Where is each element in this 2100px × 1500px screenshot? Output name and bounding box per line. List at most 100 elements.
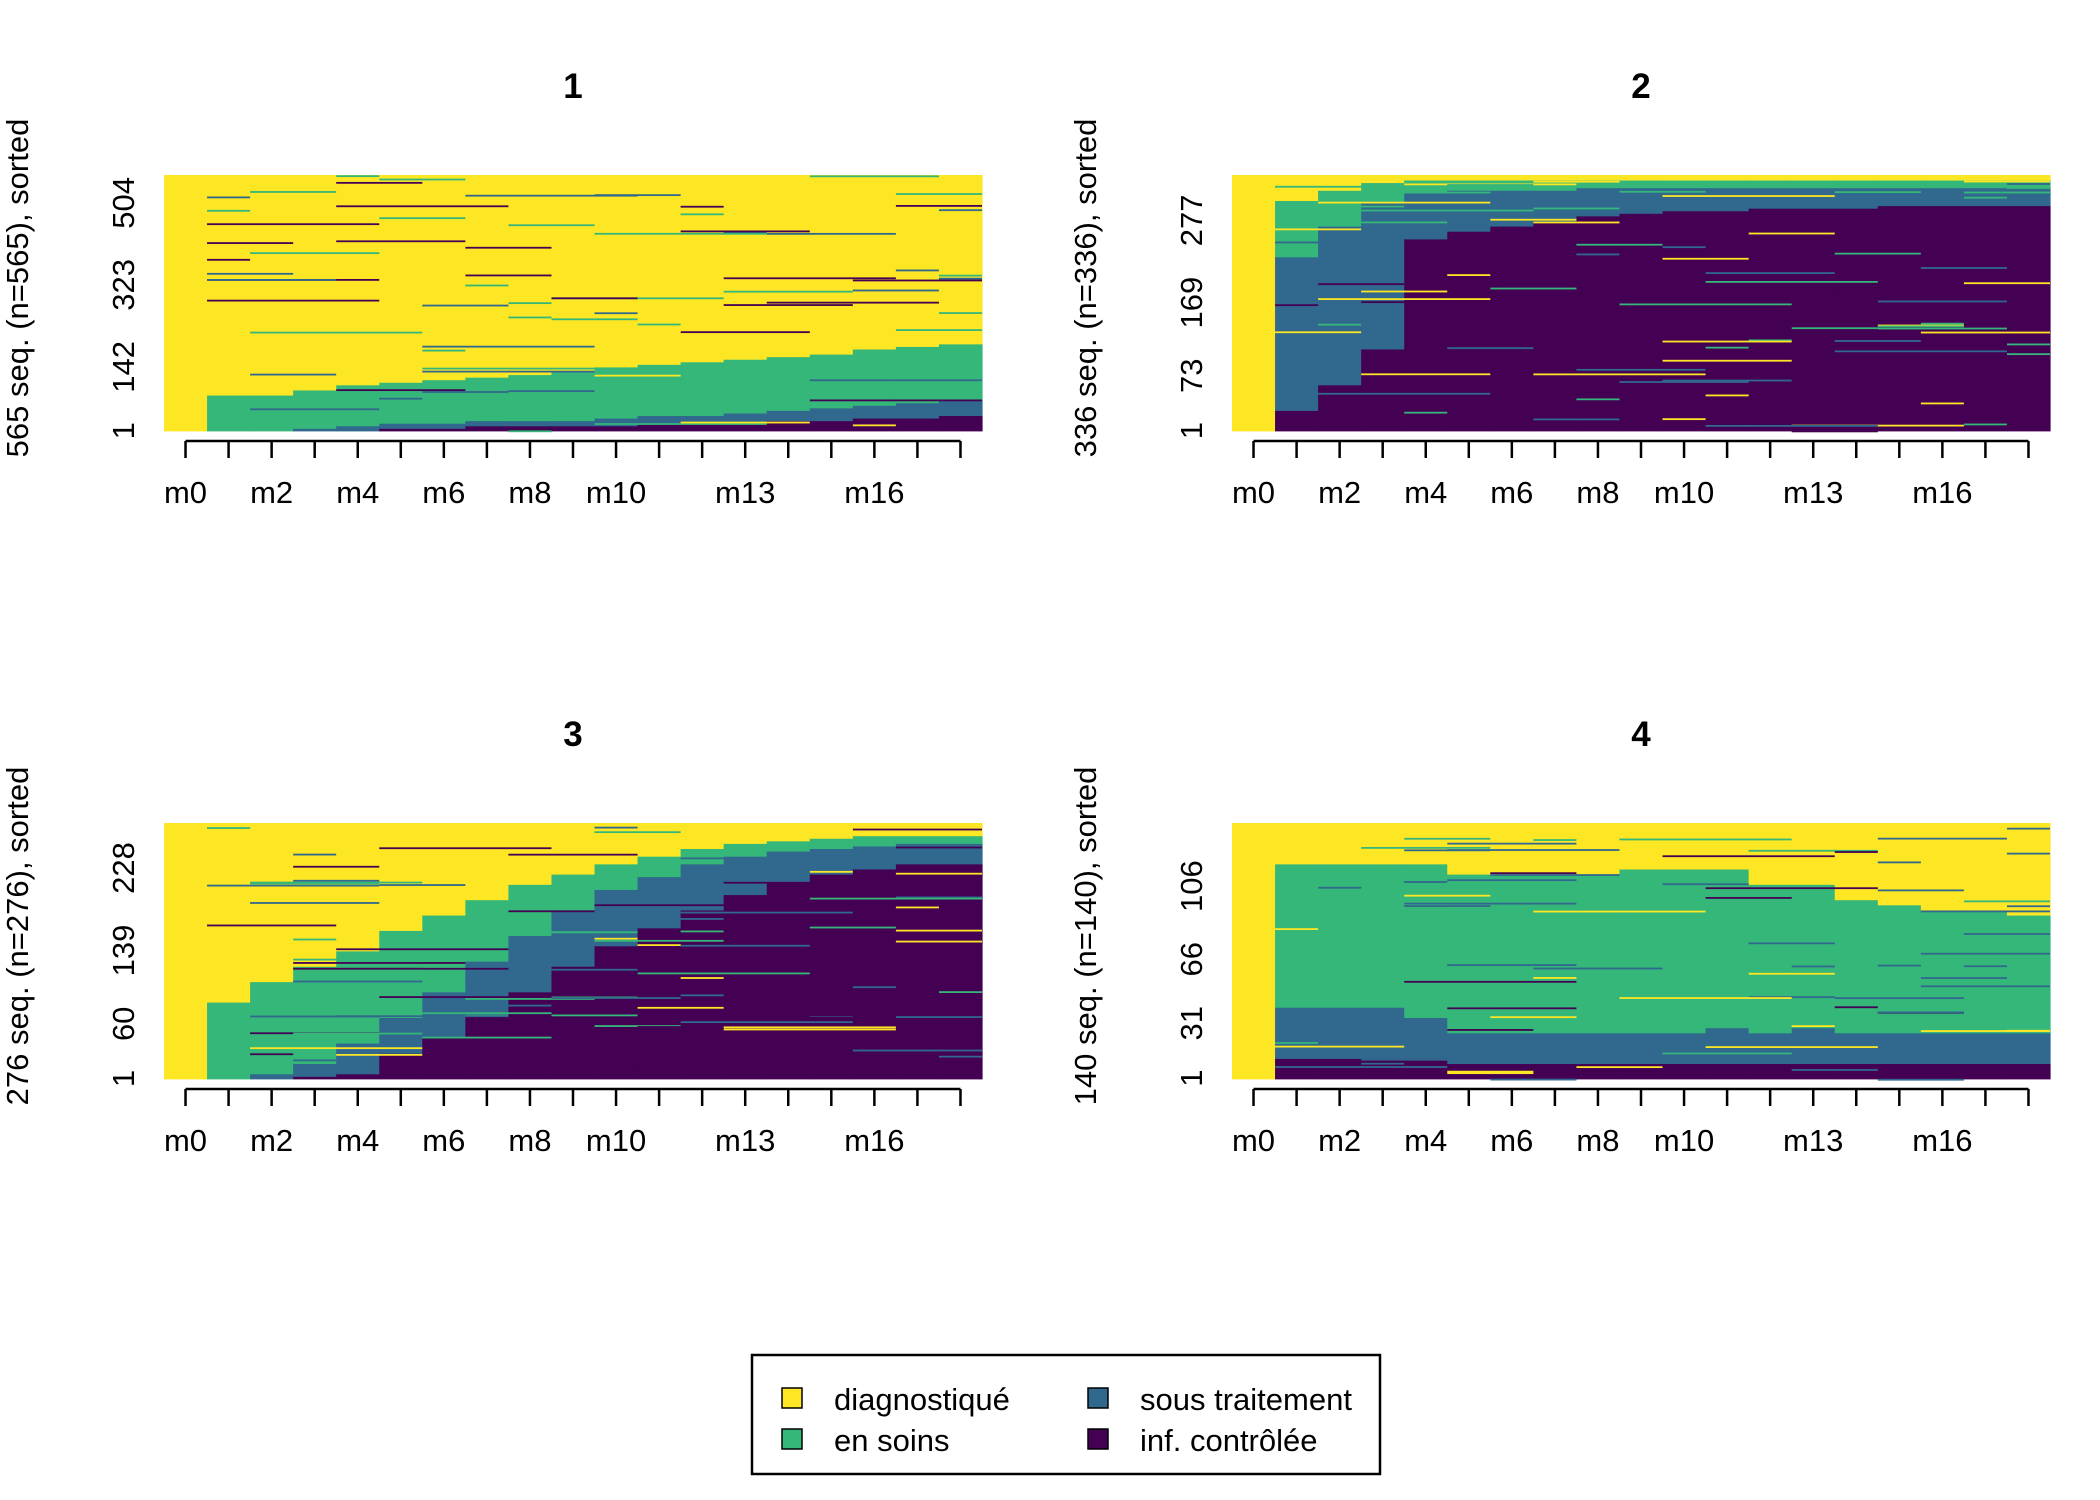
sequence-streak <box>680 911 853 914</box>
state-block-ctrl-m6 <box>1490 226 1534 432</box>
sequence-streak <box>680 857 853 860</box>
state-block-soins-m7 <box>1533 180 1578 191</box>
sequence-streak <box>1920 331 2050 334</box>
sequence-streak <box>250 902 380 904</box>
state-block-diag-m4 <box>1404 823 1448 865</box>
sequence-streak <box>250 882 380 885</box>
state-block-diag-m11 <box>1705 175 1750 181</box>
sequence-streak <box>508 910 595 913</box>
sequence-streak <box>1662 359 1792 362</box>
state-block-diag-m2 <box>1318 175 1362 191</box>
sequence-streak <box>1275 205 1405 208</box>
sequence-streak <box>1834 851 1878 853</box>
state-block-soins-m17 <box>895 346 940 404</box>
sequence-streak <box>1791 1069 1878 1071</box>
sequence-streak <box>594 831 681 834</box>
x-tick-label: m13 <box>1783 1123 1843 1158</box>
sequence-streak <box>1361 356 1448 358</box>
state-block-diag-m0 <box>1232 175 1276 432</box>
state-block-soins-m11 <box>1705 180 1750 189</box>
sequence-streak <box>465 246 552 249</box>
state-block-ctrl-m17 <box>895 863 940 1080</box>
sequence-streak <box>2006 948 2050 951</box>
sequence-streak <box>293 958 466 961</box>
sequence-streak <box>809 936 853 939</box>
state-block-ctrl-m11 <box>637 927 682 1080</box>
sequence-streak <box>895 929 982 932</box>
state-block-diag-m14 <box>766 823 811 842</box>
sequence-streak <box>293 321 466 324</box>
sequence-streak <box>336 240 466 243</box>
sequence-streak <box>1619 997 1792 999</box>
y-tick-label: 139 <box>106 925 141 977</box>
state-block-diag-m10 <box>594 823 639 865</box>
x-tick-label: m10 <box>586 1123 646 1158</box>
sequence-streak <box>1404 894 1491 897</box>
sequence-streak <box>336 1053 423 1056</box>
sequence-streak <box>852 424 896 427</box>
sequence-streak <box>1834 350 2007 353</box>
state-block-trait-m7 <box>1533 1032 1578 1065</box>
state-block-diag-m18 <box>2006 823 2051 916</box>
sequence-streak <box>1662 379 1792 382</box>
sequence-streak <box>1920 1030 2050 1032</box>
state-block-diag-m14 <box>766 175 811 358</box>
state-block-trait-m12 <box>680 863 725 911</box>
state-block-ctrl-m4 <box>336 1073 380 1080</box>
state-block-trait-m14 <box>1834 1032 1879 1065</box>
sequence-streak <box>1404 886 1534 889</box>
sequence-streak <box>809 399 982 402</box>
panel-2: 2 336 seq. (n=336), sorted 1 73 169 277 m0 m2 m4… <box>1068 67 2051 510</box>
sequence-streak <box>809 870 853 873</box>
sequence-streak <box>1533 910 1706 913</box>
sequence-streak <box>379 996 552 998</box>
x-tick-label: m8 <box>508 1123 551 1158</box>
sequence-streak <box>1662 246 1706 249</box>
sequence-streak <box>1447 902 1577 905</box>
state-block-trait-m1 <box>1275 256 1319 411</box>
sequence-streak <box>1877 1011 1964 1014</box>
state-block-soins-m8 <box>1576 180 1621 189</box>
sequence-streak <box>293 962 466 964</box>
state-block-diag-m0 <box>1232 823 1276 1080</box>
sequence-streak <box>1447 274 1491 276</box>
state-block-trait-m13 <box>1791 1027 1836 1065</box>
state-block-trait-m7 <box>465 420 510 427</box>
sequence-streak <box>680 1021 853 1024</box>
sequence-streak <box>852 1039 896 1042</box>
sequence-streak <box>637 1013 724 1016</box>
state-block-soins-m6 <box>422 915 466 993</box>
y-tick-label: 1 <box>106 1070 141 1087</box>
state-block-ctrl-m10 <box>1662 1063 1707 1080</box>
x-tick-label: m4 <box>1404 475 1447 510</box>
sequence-streak <box>1533 977 1577 979</box>
x-tick-label: m4 <box>1404 1123 1447 1158</box>
state-block-diag-m12 <box>1748 823 1793 885</box>
state-block-soins-m9 <box>551 874 596 911</box>
state-block-ctrl-m12 <box>1748 1063 1793 1080</box>
sequence-streak <box>2006 187 2050 189</box>
sequence-streak <box>809 175 939 178</box>
sequence-streak <box>1662 418 1706 421</box>
state-block-diag-m3 <box>1361 175 1405 184</box>
state-block-soins-m16 <box>852 349 897 406</box>
sequence-streak <box>1275 241 1405 244</box>
sequence-streak <box>250 176 337 179</box>
state-block-ctrl-m9 <box>551 425 596 432</box>
sequence-streak <box>723 304 853 306</box>
sequence-streak <box>1447 849 1620 851</box>
sequence-streak <box>637 1006 724 1009</box>
sequence-streak <box>1748 849 1878 852</box>
state-block-ctrl-m8 <box>1576 215 1621 432</box>
state-block-trait-m3 <box>293 1063 337 1077</box>
state-block-soins-m1 <box>207 395 251 432</box>
sequence-streak <box>1705 1046 1878 1048</box>
state-block-trait-m2 <box>1318 226 1362 386</box>
sequence-streak <box>852 828 982 831</box>
sequence-streak <box>852 824 982 827</box>
sequence-streak <box>1533 1004 1663 1007</box>
state-block-trait-m14 <box>766 410 811 422</box>
sequence-streak <box>1576 253 1620 256</box>
state-block-soins-m9 <box>1619 180 1664 189</box>
x-tick-label: m0 <box>164 1123 207 1158</box>
